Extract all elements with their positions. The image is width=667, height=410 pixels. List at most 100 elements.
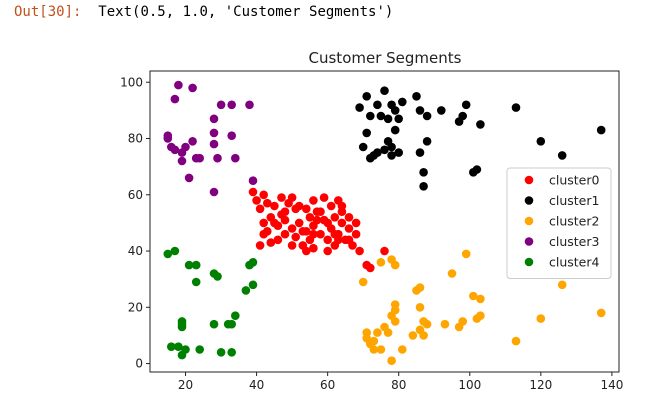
point-cluster0-68: [323, 218, 333, 228]
point-cluster0-2: [255, 204, 265, 214]
point-cluster2-28: [458, 317, 468, 326]
point-cluster4-18: [227, 348, 236, 357]
y-tick-label: 60: [128, 188, 143, 202]
plot-frame: [149, 70, 620, 373]
point-cluster4-0: [163, 249, 173, 259]
point-cluster2-36: [557, 280, 567, 290]
point-cluster4-9: [184, 260, 194, 270]
y-tick-label: 80: [128, 132, 143, 146]
point-cluster0-23: [302, 204, 311, 214]
point-cluster0-35: [326, 201, 336, 211]
x-tick-label: 80: [391, 378, 406, 392]
y-tick-label: 40: [128, 244, 143, 258]
point-cluster0-52: [255, 241, 265, 250]
output-line: Out[30]: Text(0.5, 1.0, 'Customer Segmen…: [14, 4, 393, 20]
point-cluster2-17: [408, 331, 418, 340]
legend-label-cluster1: cluster1: [549, 193, 599, 208]
point-cluster4-10: [191, 277, 201, 287]
point-cluster1-26: [422, 137, 432, 146]
point-cluster4-23: [248, 280, 258, 290]
point-cluster0-60: [316, 207, 325, 216]
x-tick-label: 60: [320, 378, 335, 392]
point-cluster0-31: [316, 229, 325, 239]
legend-label-cluster0: cluster0: [549, 173, 600, 188]
point-cluster1-23: [419, 182, 428, 191]
point-cluster0-0: [248, 187, 258, 197]
point-cluster0-47: [351, 229, 361, 239]
point-cluster4-19: [231, 311, 240, 321]
point-cluster2-19: [415, 283, 425, 292]
point-cluster2-29: [461, 249, 471, 259]
point-cluster3-24: [188, 137, 197, 146]
point-cluster1-12: [383, 114, 393, 124]
point-cluster1-34: [511, 103, 521, 112]
point-cluster1-16: [390, 125, 400, 135]
point-cluster4-3: [174, 342, 183, 352]
point-cluster0-18: [287, 224, 297, 233]
point-cluster3-15: [216, 100, 226, 110]
point-cluster1-8: [376, 111, 386, 121]
point-cluster1-10: [380, 145, 389, 155]
point-cluster2-30: [469, 291, 478, 301]
point-cluster0-5: [263, 198, 272, 208]
point-cluster1-18: [394, 114, 404, 124]
point-cluster0-27: [309, 196, 318, 205]
point-cluster1-19: [398, 97, 407, 107]
point-cluster1-27: [437, 106, 446, 115]
point-cluster0-55: [280, 207, 290, 216]
point-cluster3-4: [174, 80, 183, 90]
legend-marker-cluster3: [524, 237, 534, 246]
point-cluster0-4: [259, 218, 269, 228]
point-cluster0-34: [323, 235, 333, 245]
y-tick-label: 0: [135, 357, 143, 371]
point-cluster2-9: [383, 328, 393, 337]
point-cluster2-35: [536, 314, 546, 323]
point-cluster1-0: [355, 103, 364, 112]
point-cluster0-8: [266, 238, 276, 247]
point-cluster1-36: [557, 151, 567, 160]
legend-marker-cluster1: [524, 196, 534, 205]
point-cluster1-4: [366, 111, 375, 121]
point-cluster1-29: [458, 111, 468, 121]
point-cluster1-14: [387, 142, 396, 152]
point-cluster3-2: [170, 145, 180, 155]
point-cluster3-8: [188, 83, 197, 93]
point-cluster4-16: [216, 348, 226, 357]
point-cluster1-25: [422, 111, 432, 121]
point-cluster1-21: [415, 148, 425, 157]
legend-label-cluster2: cluster2: [549, 214, 599, 229]
legend: cluster0 cluster1 cluster2 cluster3 cluster4: [506, 167, 612, 279]
point-cluster3-11: [209, 187, 219, 197]
point-cluster0-65: [351, 218, 361, 228]
point-cluster0-61: [323, 246, 333, 256]
point-cluster0-58: [302, 246, 311, 256]
point-cluster0-20: [291, 232, 301, 242]
x-tick-label: 140: [600, 378, 623, 392]
output-text: Text(0.5, 1.0, 'Customer Segments'): [98, 4, 394, 20]
point-cluster3-10: [195, 153, 204, 163]
point-cluster2-33: [476, 311, 485, 321]
point-cluster3-7: [184, 173, 194, 183]
point-cluster1-1: [358, 142, 368, 152]
legend-marker-cluster4: [524, 257, 534, 267]
point-cluster4-2: [170, 246, 180, 256]
point-cluster2-12: [387, 356, 396, 366]
point-cluster0-50: [366, 263, 375, 273]
point-cluster3-5: [177, 156, 187, 166]
point-cluster4-13: [209, 319, 219, 329]
point-cluster1-35: [536, 137, 546, 146]
point-cluster4-1: [167, 342, 176, 352]
point-cluster1-32: [472, 165, 482, 174]
points-layer: [163, 80, 606, 366]
point-cluster0-59: [309, 229, 318, 239]
point-cluster0-41: [337, 218, 347, 228]
point-cluster2-38: [390, 305, 400, 315]
point-cluster0-45: [344, 213, 354, 222]
point-cluster2-25: [440, 319, 450, 329]
point-cluster1-9: [380, 86, 389, 95]
point-cluster0-17: [287, 193, 297, 202]
point-cluster2-5: [373, 328, 382, 337]
point-cluster0-48: [355, 246, 364, 256]
point-cluster4-20: [241, 286, 251, 295]
